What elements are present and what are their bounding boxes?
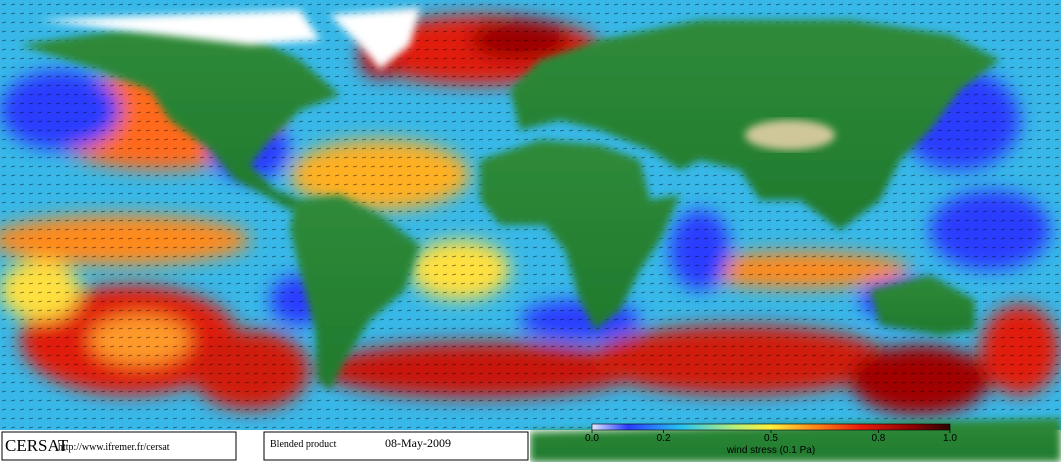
colorbar-tick-label: 0.2 bbox=[657, 433, 671, 444]
colorbar-tick-label: 0.5 bbox=[764, 433, 778, 444]
product: Blended product bbox=[270, 439, 337, 450]
ice bbox=[40, 8, 420, 70]
logo: CERSAT bbox=[5, 436, 69, 455]
url: http://www.ifremer.fr/cersat bbox=[58, 442, 170, 453]
colorbar-tick-label: 0.0 bbox=[585, 433, 599, 444]
colorbar-label: wind stress (0.1 Pa) bbox=[726, 445, 815, 456]
colorbar-tick-label: 0.8 bbox=[871, 433, 885, 444]
colorbar-scale bbox=[591, 423, 951, 431]
continents bbox=[20, 20, 1061, 462]
plateau bbox=[745, 120, 835, 150]
logo-box bbox=[1, 431, 237, 461]
colorbar: wind stress (0.1 Pa) 0.0 0.2 0.5 0.8 1.0 bbox=[585, 423, 957, 456]
colorbar-tick-label: 1.0 bbox=[943, 433, 957, 444]
date: 08-May-2009 bbox=[385, 436, 451, 450]
product-box bbox=[263, 431, 529, 461]
